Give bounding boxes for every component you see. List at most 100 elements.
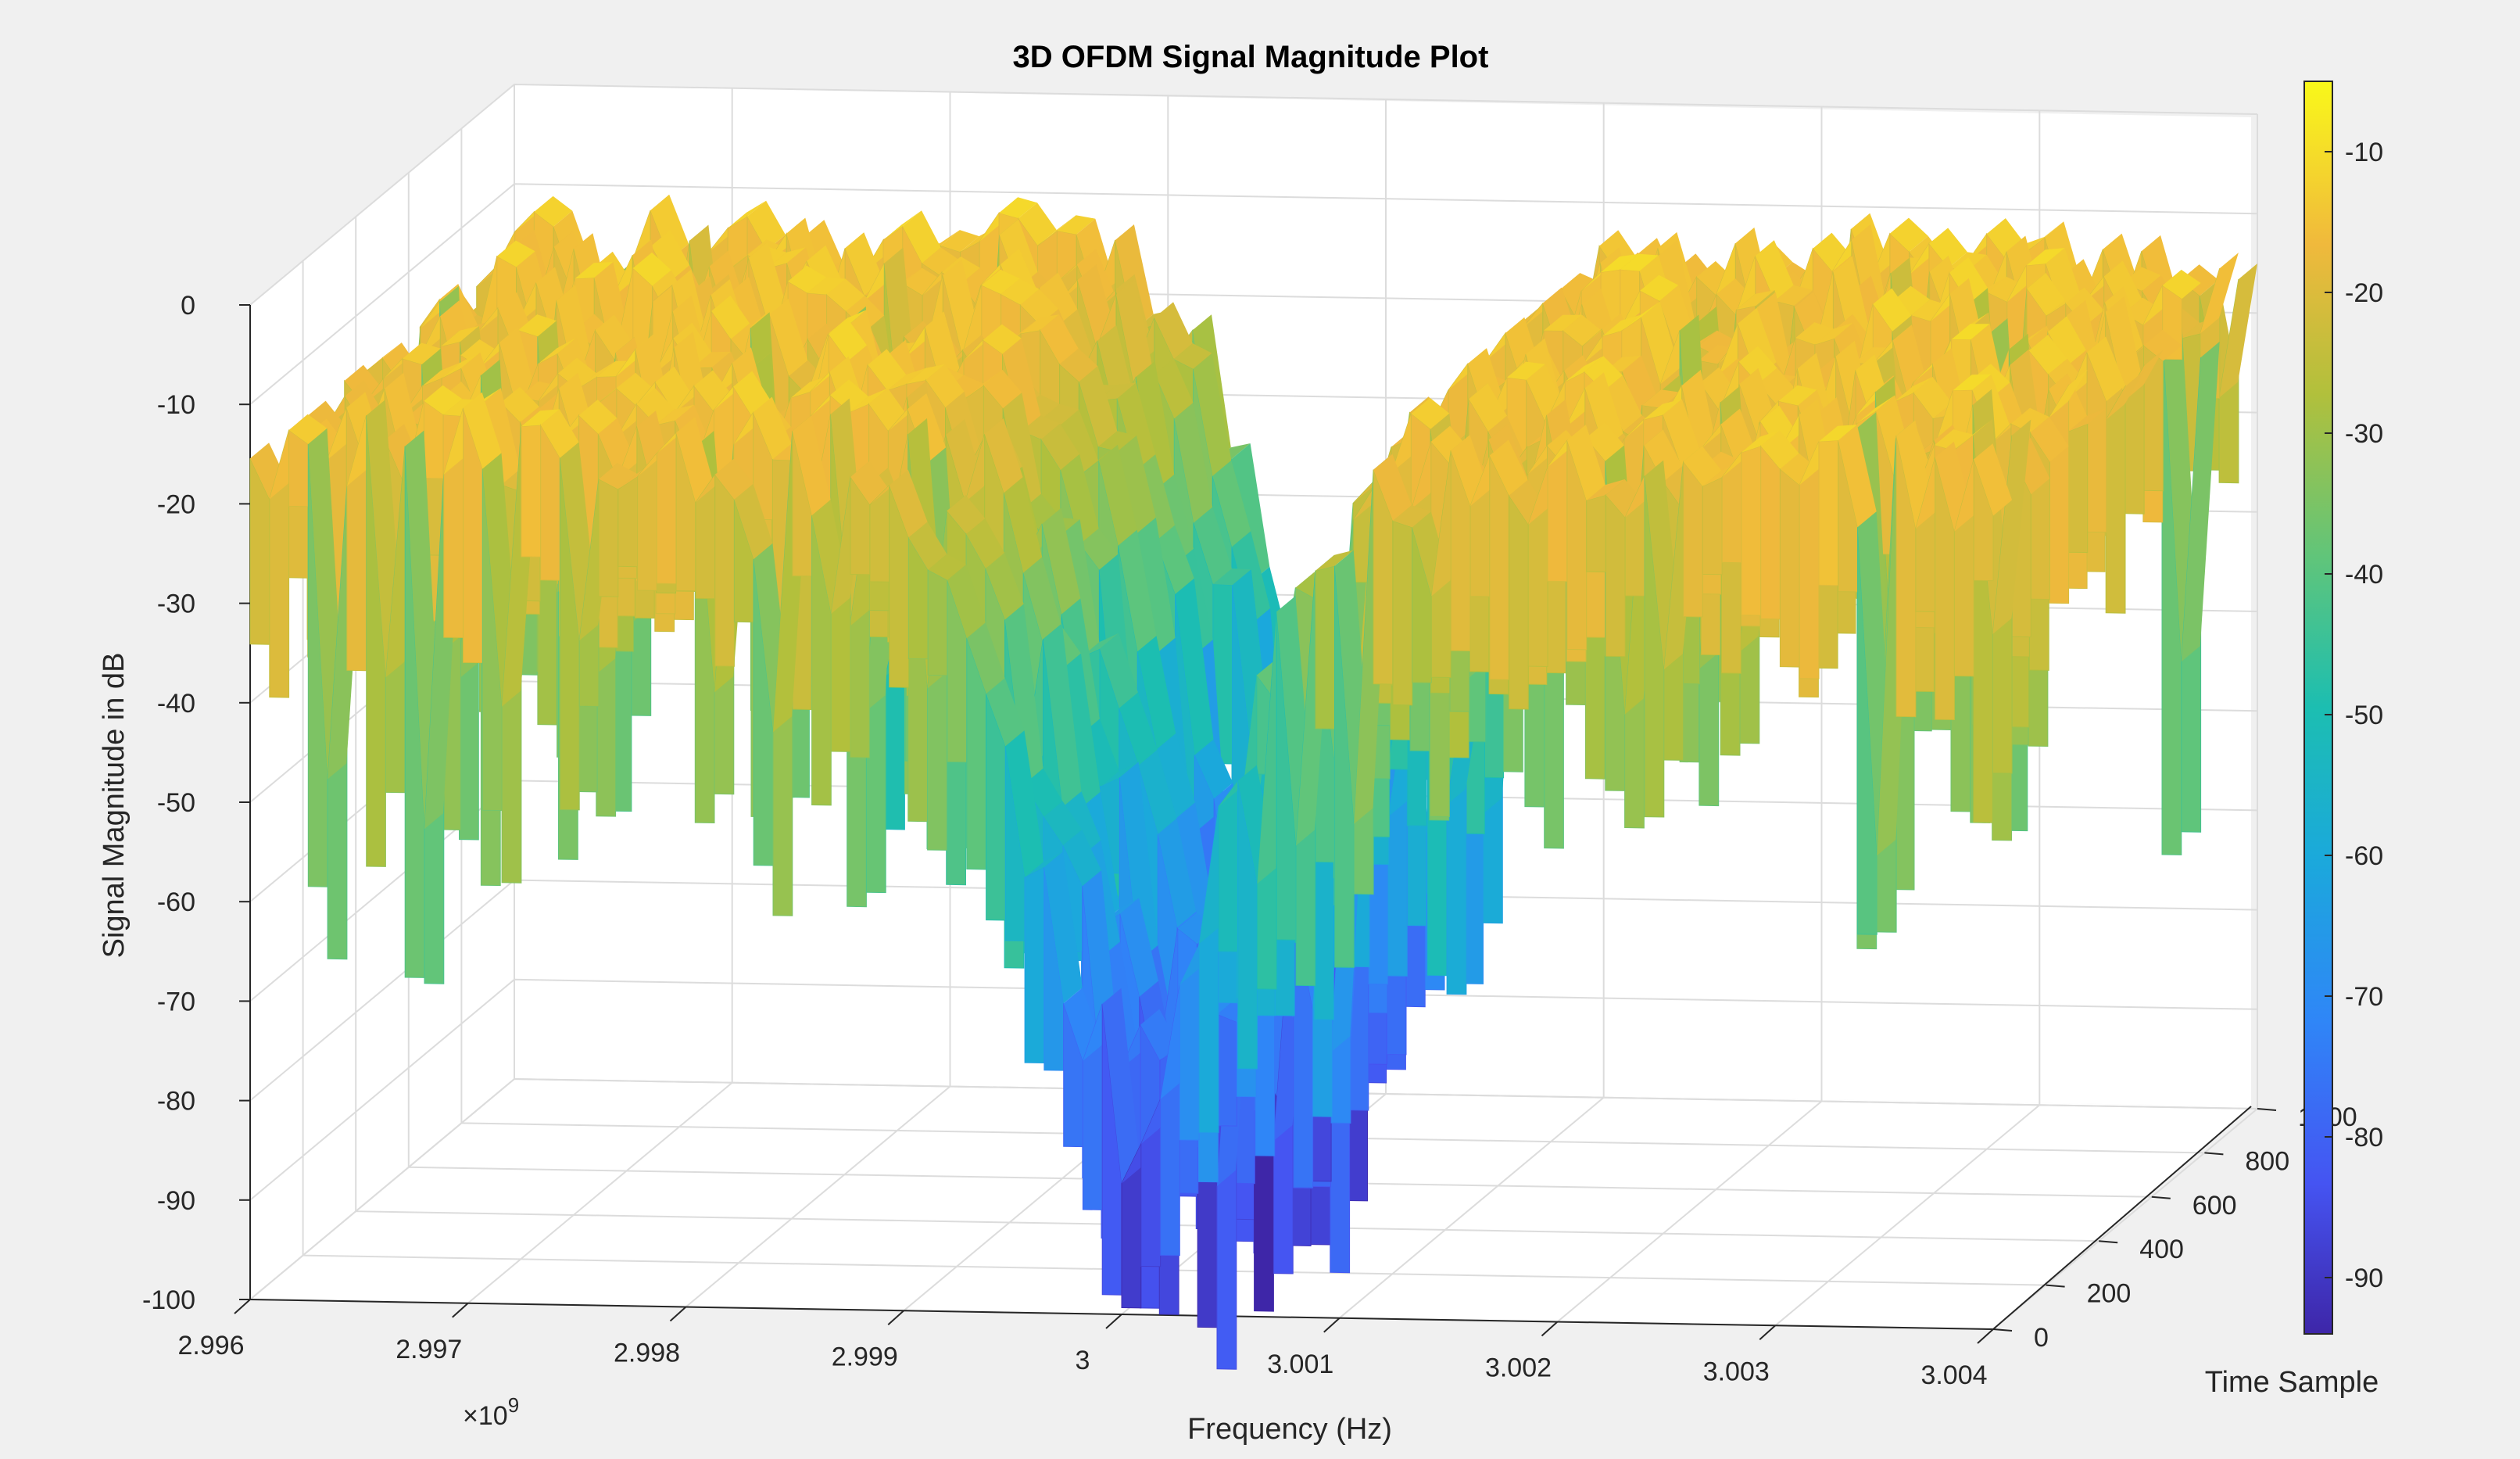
surface-patch [1392, 520, 1413, 706]
surface-patch [1060, 453, 1099, 544]
x-tick-label: 3 [1076, 1346, 1090, 1375]
surface-patch [1778, 385, 1817, 406]
surface-patch [1489, 439, 1528, 496]
colorbar-tick-label: -20 [2345, 278, 2383, 308]
surface-patch [1392, 505, 1431, 528]
surface-patch [1334, 565, 1355, 968]
surface-patch [711, 295, 750, 339]
surface-patch [598, 478, 619, 597]
surface-patch [1212, 460, 1251, 547]
z-tick-label: -50 [157, 788, 195, 818]
x-tick-label: 3.004 [1920, 1360, 1987, 1390]
surface-patch [850, 461, 889, 505]
surface-patch [1450, 450, 1471, 652]
x-tick [234, 1299, 251, 1314]
surface-patch [2030, 417, 2069, 462]
surface-patch [811, 515, 832, 806]
surface-patch [1586, 494, 1606, 573]
surface-patch [518, 314, 557, 337]
surface-patch [981, 269, 1020, 295]
surface-patch [1218, 780, 1239, 952]
surface-patch [1100, 633, 1138, 708]
surface-patch [2026, 248, 2065, 266]
surface-patch [947, 495, 986, 535]
surface-patch [845, 232, 883, 296]
surface-patch [1584, 372, 1623, 450]
surface-patch [1043, 623, 1082, 808]
surface-patch [807, 277, 846, 295]
x-tick-label: 3.003 [1703, 1357, 1770, 1386]
surface-patch [984, 418, 1023, 493]
surface-patch [1217, 1013, 1237, 1127]
surface-patch [1060, 409, 1099, 476]
x-axis-ticks: 2.996 2.997 2.998 2.999 3 3.001 3.002 3.003 3.00… [177, 1299, 1994, 1390]
surface-patch [442, 352, 481, 378]
surface-patch [768, 247, 806, 268]
surface-patch [887, 367, 925, 391]
surface-patch [1315, 565, 1336, 730]
surface-patch [928, 554, 967, 580]
colorbar-tick-label: -40 [2345, 560, 2383, 590]
surface-patch [2049, 384, 2070, 604]
surface-patch [2067, 423, 2089, 554]
surface-patch [1663, 399, 1702, 469]
surface-patch [1119, 762, 1158, 962]
surface-patch [1586, 479, 1625, 501]
surface-patch [403, 342, 441, 364]
colorbar-tick-label: -90 [2345, 1264, 2383, 1293]
surface-patch [599, 463, 637, 489]
surface-patch [1193, 353, 1232, 476]
surface-patch [1894, 377, 1933, 402]
surface-patch [2200, 253, 2239, 334]
surface-patch [1021, 314, 1059, 334]
surface-patch [1974, 443, 2013, 516]
surface-patch [1004, 604, 1043, 784]
surface-patch [966, 518, 1005, 569]
x-tick [452, 1303, 469, 1318]
surface-patch [769, 299, 808, 376]
surface-patch [883, 210, 922, 240]
surface-patch [1118, 529, 1157, 652]
surface-patch [826, 278, 865, 312]
surface-patch [650, 194, 689, 260]
surface-patch [1020, 289, 1059, 325]
surface-patch [575, 262, 614, 279]
surface-patch [1755, 240, 1794, 301]
surface-patch [1023, 557, 1062, 642]
surface-patch [1061, 653, 1101, 808]
chart-title: 3D OFDM Signal Magnitude Plot [1013, 40, 1489, 74]
surface-patch [1121, 1143, 1142, 1309]
surface-patch [1138, 749, 1177, 834]
surface-patch [2049, 369, 2088, 418]
surface-patch [1231, 443, 1270, 583]
surface-patch [1117, 436, 1156, 534]
surface-patch [1605, 493, 1626, 658]
surface-patch [366, 415, 386, 867]
x-exponent-label: ×109 [463, 1393, 519, 1431]
surface-patch [1736, 290, 1775, 310]
surface-patch [940, 230, 979, 253]
z-tick-label: 0 [181, 291, 195, 321]
surface-patch [1002, 338, 1041, 432]
surface-patch [1025, 851, 1063, 878]
surface-patch [2087, 336, 2125, 402]
surface-patch [1620, 253, 1659, 271]
surface-patch [1173, 343, 1212, 369]
surface-patch [849, 388, 888, 413]
y-tick-label: 600 [2192, 1191, 2237, 1221]
surface-patch [1640, 274, 1679, 301]
x-tick-label: 2.998 [614, 1339, 680, 1368]
surface-patch [2162, 270, 2201, 299]
x-tick-label: 2.997 [396, 1335, 462, 1364]
surface-patch [1194, 739, 1233, 799]
surface-patch [1601, 253, 1639, 273]
z-tick-label: -10 [157, 390, 195, 420]
surface-patch [947, 564, 986, 639]
surface-patch [496, 240, 535, 267]
surface-patch [1935, 457, 1955, 721]
surface-patch [748, 242, 787, 324]
y-tick-label: 200 [2087, 1279, 2132, 1309]
y-tick [2099, 1240, 2118, 1244]
surface-patch [1041, 423, 1079, 471]
surface-patch [1116, 278, 1154, 393]
